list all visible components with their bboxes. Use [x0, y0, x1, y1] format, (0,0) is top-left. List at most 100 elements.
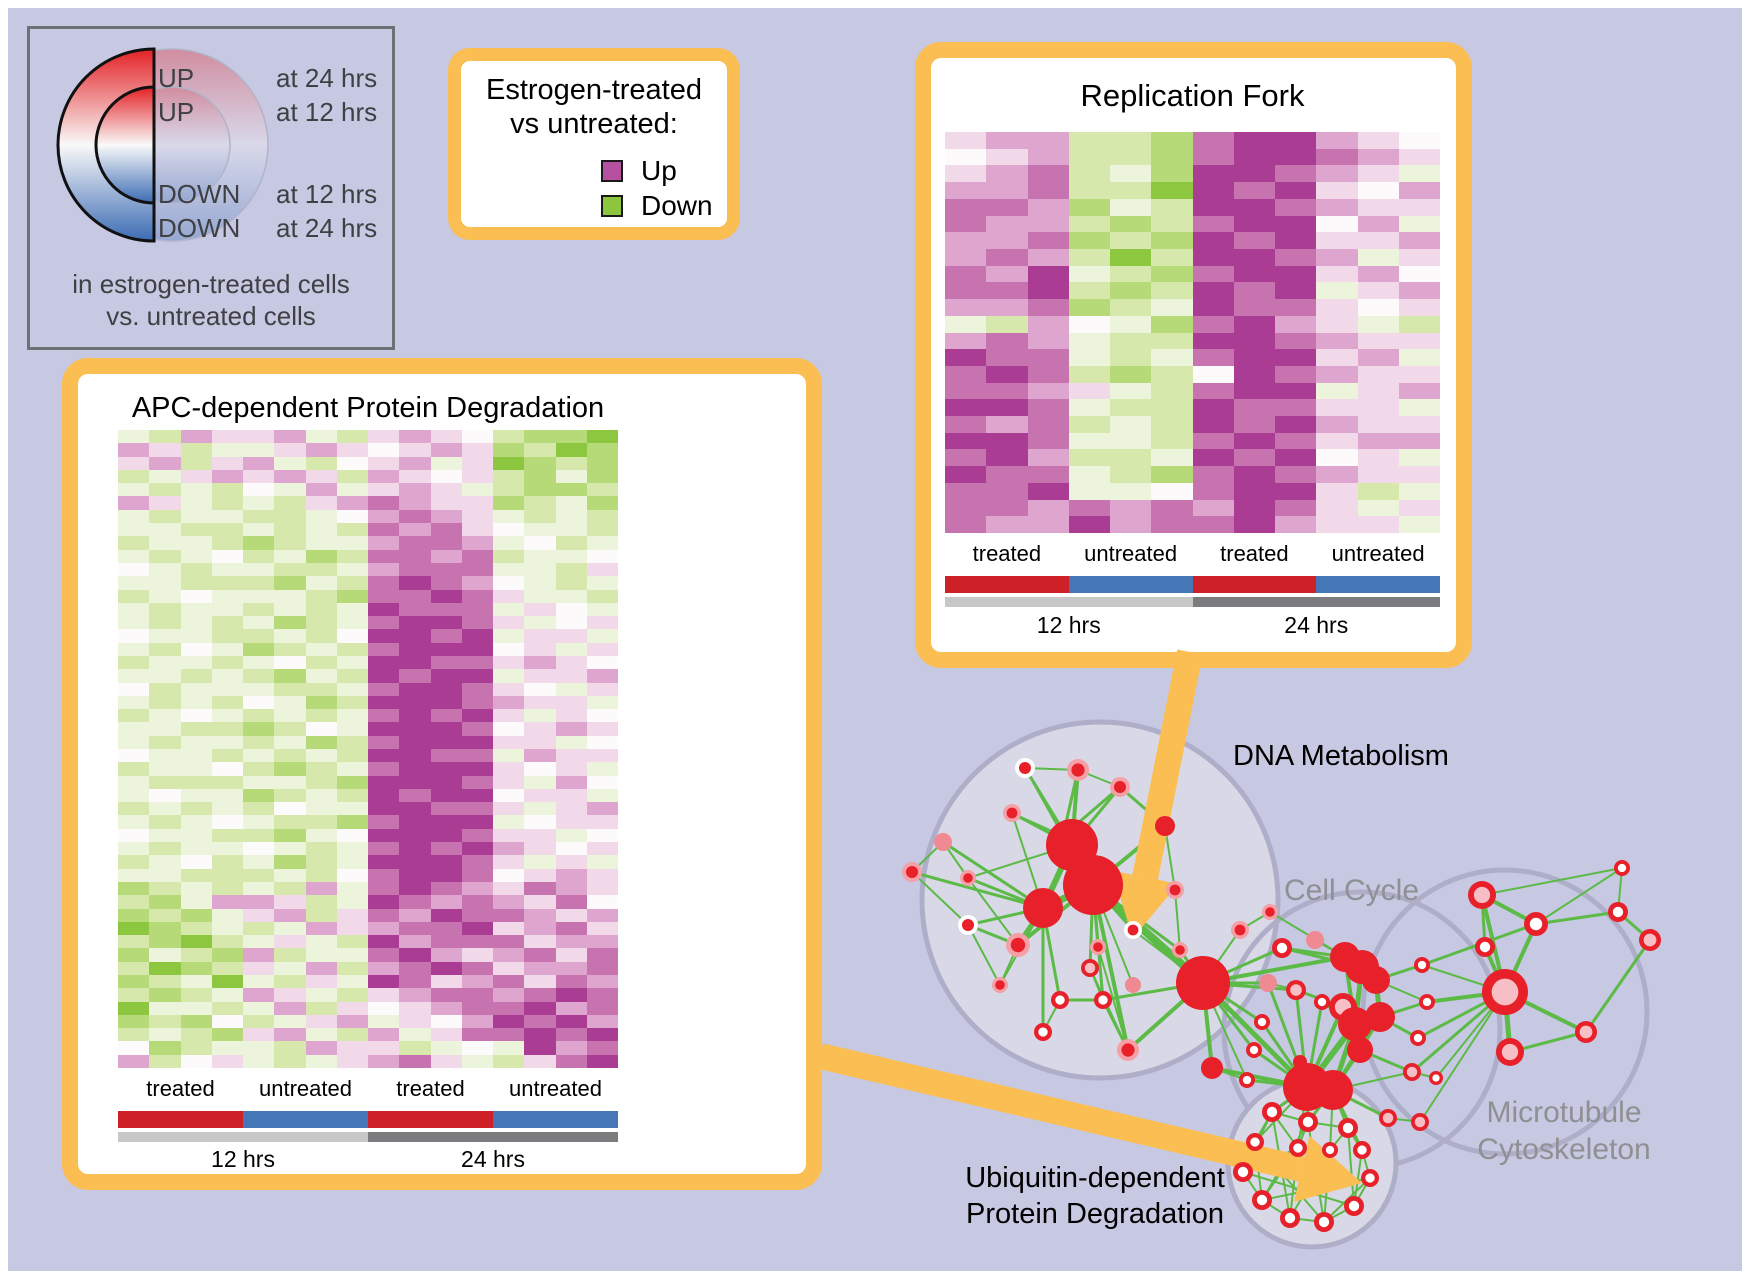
heatmap-cell	[1068, 165, 1110, 183]
heatmap-cell	[243, 749, 275, 763]
heatmap-cell	[211, 549, 243, 563]
heatmap-cell	[1068, 399, 1110, 417]
heatmap-cell	[118, 881, 150, 896]
heatmap-cell	[493, 456, 525, 470]
heatmap-cell	[524, 815, 556, 829]
heatmap-cell	[243, 576, 275, 590]
heatmap-cell	[118, 775, 150, 789]
heatmap-cell	[211, 536, 243, 550]
heatmap-cell	[399, 483, 431, 497]
heatmap-cell	[586, 1028, 618, 1042]
heatmap-cell	[586, 469, 618, 484]
heatmap-cell	[368, 961, 400, 975]
heatmap-cell	[149, 775, 181, 789]
heatmap-cell	[274, 802, 306, 816]
heatmap-cell	[368, 762, 400, 776]
heatmap-cell	[118, 509, 150, 524]
replication-fork-panel: Replication Fork treated untreated treated…	[915, 42, 1472, 668]
heatmap-cell	[336, 469, 368, 484]
heatmap-cell	[180, 469, 212, 484]
heatmap-cell	[336, 948, 368, 962]
heatmap-cell	[430, 802, 462, 816]
heatmap-cell	[399, 456, 431, 470]
heatmap-cell	[1316, 198, 1358, 216]
heatmap-cell	[149, 562, 181, 577]
cluster-label-dna-metabolism: DNA Metabolism	[1233, 740, 1449, 772]
heatmap-cell	[180, 722, 212, 736]
heatmap-cell	[180, 682, 212, 696]
heatmap-cell	[149, 908, 181, 922]
heatmap-cell	[1398, 399, 1440, 417]
legend-down-24-time: at 24 hrs	[276, 213, 378, 243]
heatmap-cell	[1357, 132, 1399, 149]
heatmap-cell	[211, 562, 243, 577]
heatmap-cell	[274, 496, 306, 510]
heatmap-cell	[524, 602, 556, 617]
heatmap-cell	[461, 629, 493, 643]
heatmap-cell	[274, 974, 306, 989]
heatmap-cell	[305, 642, 337, 656]
heatmap-cell	[524, 629, 556, 643]
heatmap-cell	[555, 974, 587, 989]
heatmap-cell	[586, 974, 618, 989]
heatmap-cell	[399, 1028, 431, 1042]
heatmap-cell	[211, 469, 243, 484]
heatmap-cell	[274, 669, 306, 683]
heatmap-cell	[336, 456, 368, 470]
heatmap-cell	[211, 895, 243, 909]
heatmap-cell	[118, 802, 150, 816]
heatmap-cell	[493, 1041, 525, 1055]
heatmap-cell	[555, 456, 587, 470]
heatmap-cell	[555, 961, 587, 975]
heatmap-cell	[368, 669, 400, 683]
heatmap-cell	[1110, 198, 1152, 216]
heatmap-cell	[399, 576, 431, 590]
heatmap-cell	[586, 1054, 618, 1068]
heatmap-cell	[430, 722, 462, 736]
heatmap-cell	[555, 496, 587, 510]
heatmap-cell	[461, 735, 493, 749]
heatmap-cell	[986, 148, 1028, 166]
heatmap-cell	[274, 1054, 306, 1068]
heatmap-cell	[368, 536, 400, 550]
heatmap-cell	[118, 908, 150, 922]
heatmap-cell	[305, 961, 337, 975]
heatmap-cell	[493, 562, 525, 577]
heatmap-cell	[305, 602, 337, 617]
heatmap-cell	[945, 365, 987, 383]
heatmap-cell	[399, 669, 431, 683]
heatmap-cell	[368, 722, 400, 736]
heatmap-cell	[118, 842, 150, 856]
heatmap-cell	[493, 749, 525, 763]
heatmap-cell	[149, 496, 181, 510]
heatmap-cell	[430, 443, 462, 457]
heatmap-cell	[180, 842, 212, 856]
heatmap-cell	[1398, 365, 1440, 383]
heatmap-cell	[945, 215, 987, 233]
heatmap-cell	[555, 762, 587, 776]
apc-degradation-title: APC-dependent Protein Degradation	[131, 392, 605, 424]
heatmap-cell	[493, 509, 525, 524]
heatmap-cell	[1068, 265, 1110, 283]
heatmap-cell	[586, 988, 618, 1002]
heatmap-cell	[399, 935, 431, 949]
heatmap-cell	[586, 523, 618, 537]
time-label: 12 hrs	[1036, 612, 1101, 638]
heatmap-cell	[399, 695, 431, 710]
heatmap-cell	[555, 655, 587, 670]
heatmap-cell	[461, 589, 493, 603]
heatmap-cell	[149, 974, 181, 989]
heatmap-cell	[399, 735, 431, 749]
heatmap-cell	[336, 655, 368, 670]
heatmap-cell	[149, 1041, 181, 1055]
heatmap-cell	[1357, 416, 1399, 433]
heatmap-cell	[1027, 365, 1069, 383]
heatmap-cell	[368, 523, 400, 537]
heatmap-cell	[1398, 132, 1440, 149]
heatmap-cell	[461, 549, 493, 563]
heatmap-cell	[555, 1014, 587, 1029]
heatmap-cell	[1192, 215, 1234, 233]
heatmap-cell	[461, 974, 493, 989]
heatmap-cell	[243, 828, 275, 843]
heatmap-cell	[149, 709, 181, 723]
